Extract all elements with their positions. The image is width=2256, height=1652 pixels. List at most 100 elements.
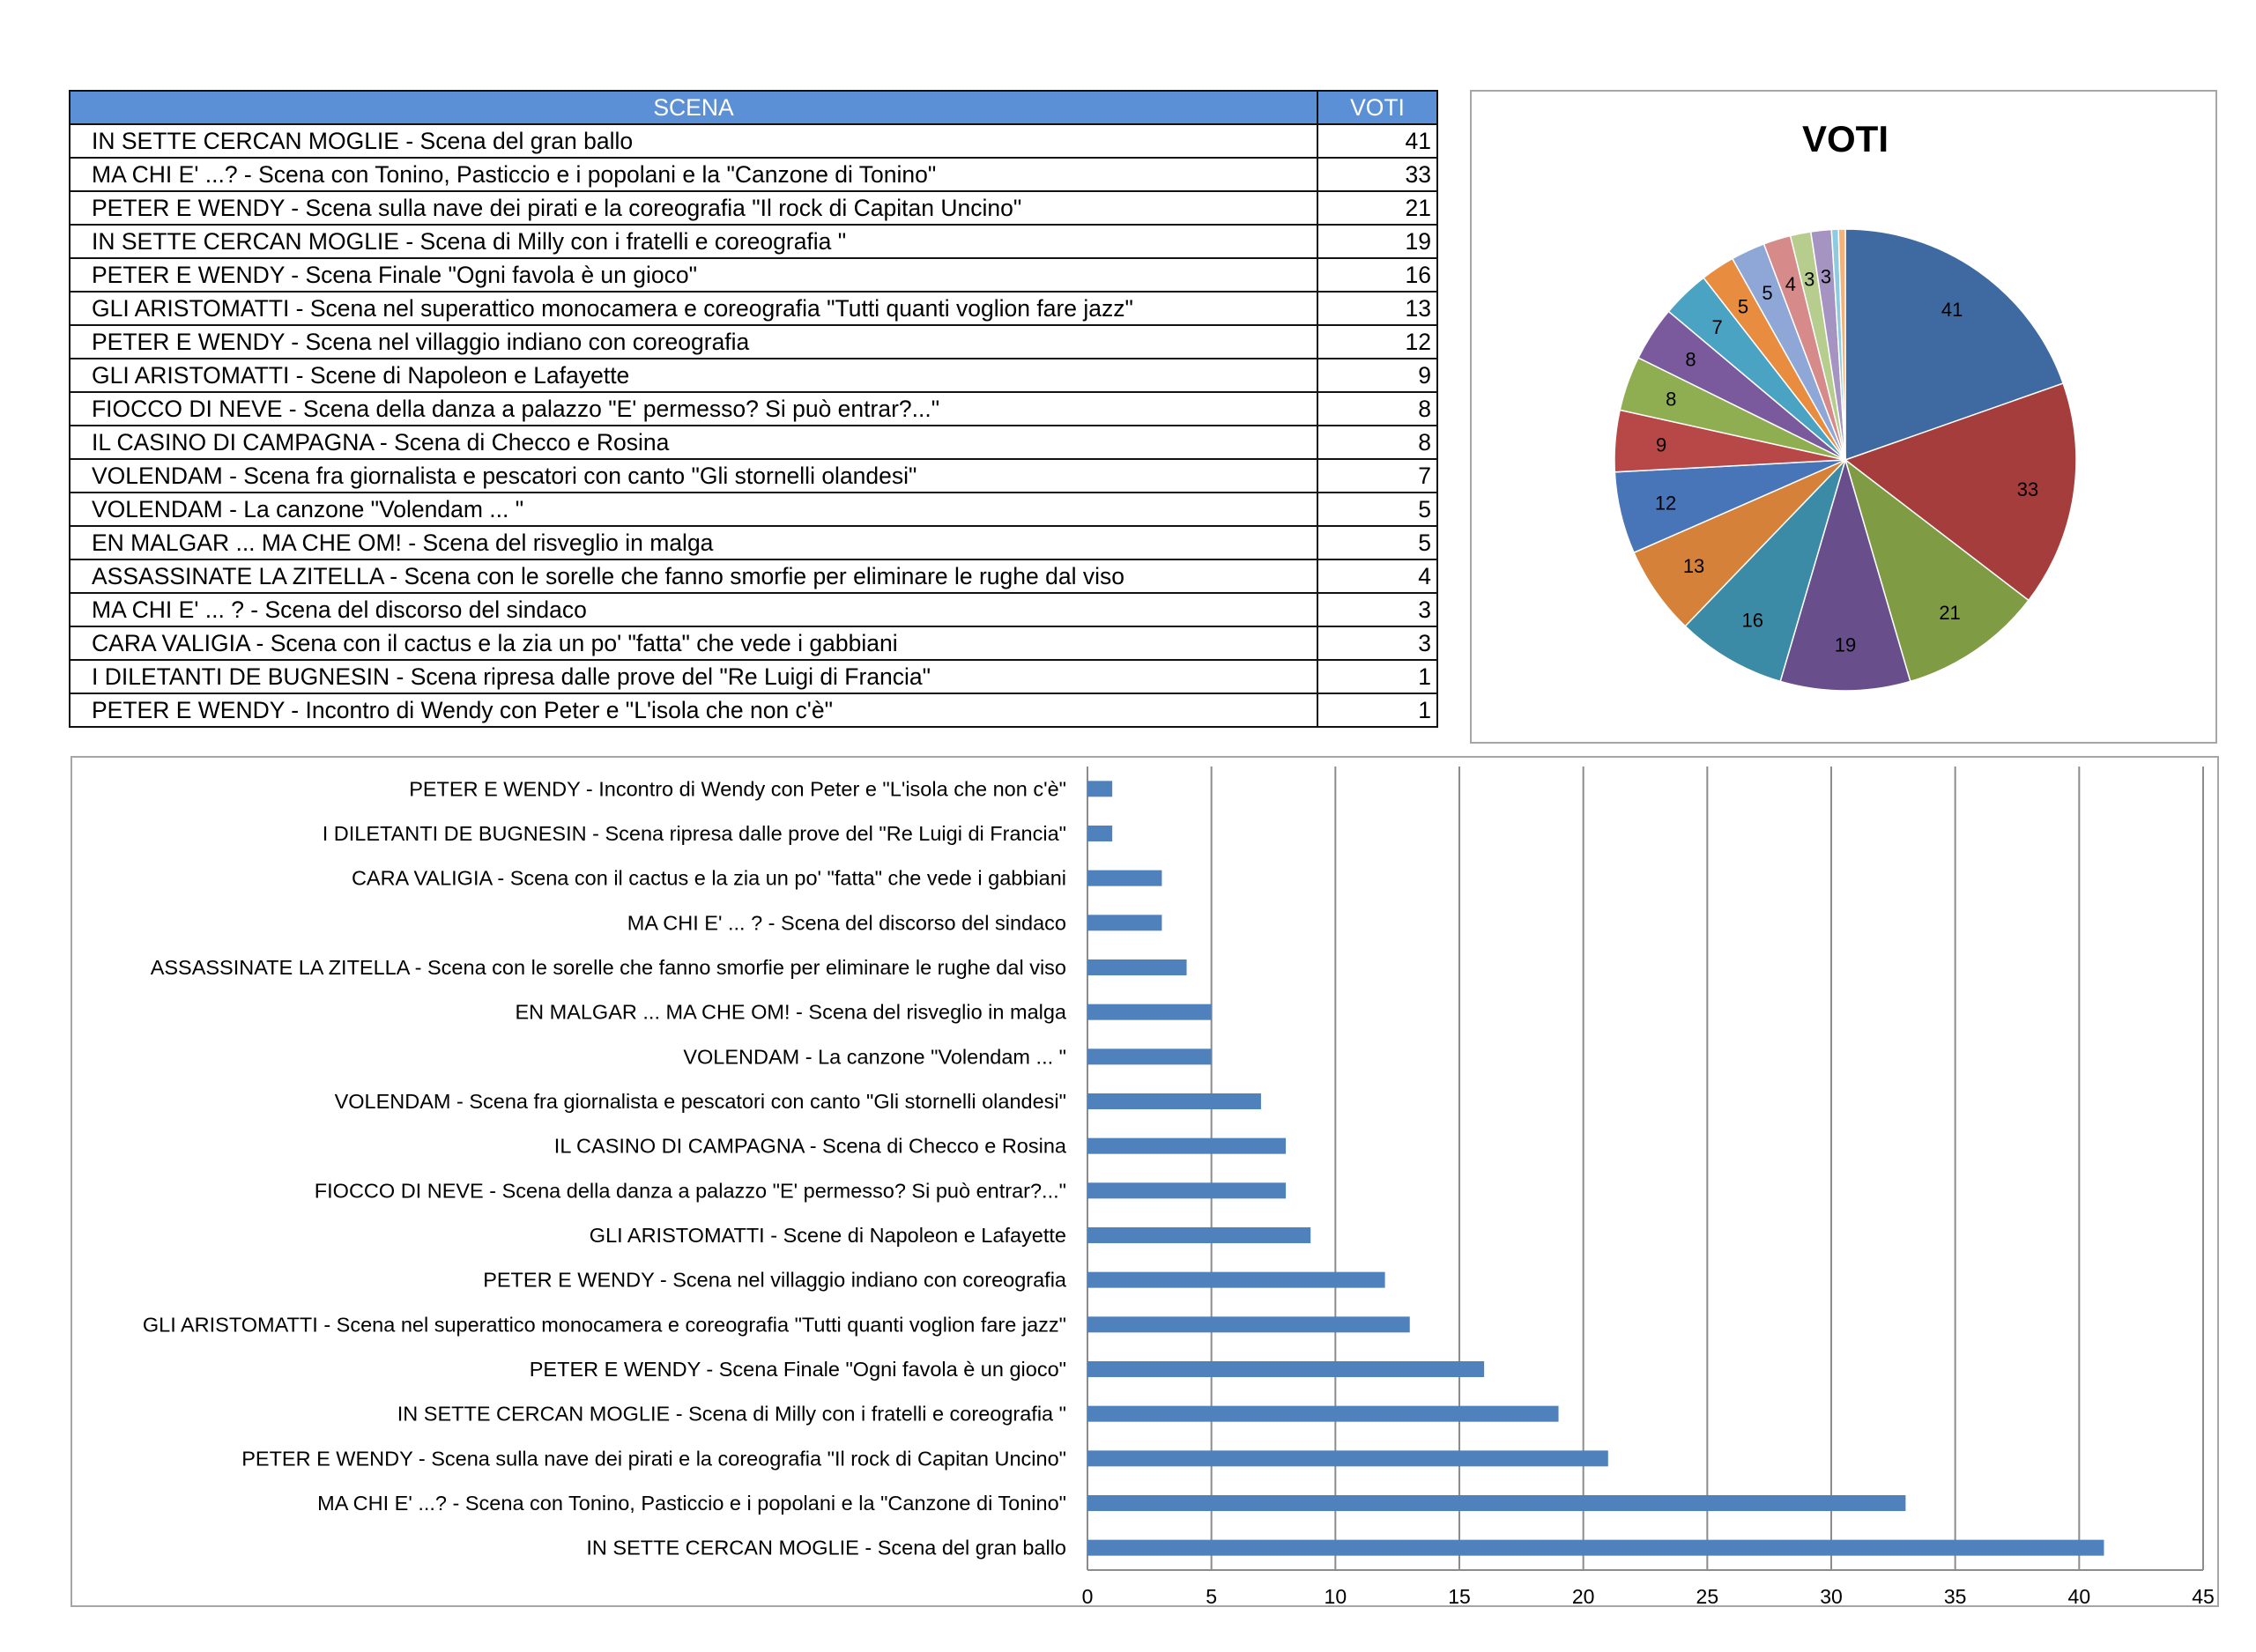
- scene-name-cell: PETER E WENDY - Scena sulla nave dei pir…: [69, 190, 1318, 226]
- votes-cell: 16: [1317, 257, 1438, 293]
- x-tick-label: 15: [1448, 1585, 1471, 1608]
- table-row: IN SETTE CERCAN MOGLIE - Scena del gran …: [69, 123, 1438, 159]
- scene-name-cell: ASSASSINATE LA ZITELLA - Scena con le so…: [69, 559, 1318, 594]
- scene-name-cell: GLI ARISTOMATTI - Scene di Napoleon e La…: [69, 358, 1318, 393]
- table-row: PETER E WENDY - Incontro di Wendy con Pe…: [69, 693, 1438, 728]
- pie-slices: [1614, 228, 2077, 692]
- header-scene: SCENA: [69, 90, 1318, 125]
- votes-cell: 13: [1317, 291, 1438, 326]
- x-tick-label: 35: [1944, 1585, 1967, 1608]
- votes-cell: 5: [1317, 525, 1438, 560]
- bar: [1087, 1450, 1608, 1467]
- pie-slice: [1844, 382, 2077, 602]
- table-row: VOLENDAM - La canzone "Volendam ... " 5: [69, 492, 1438, 527]
- bar: [1087, 1137, 1287, 1154]
- x-tick-label: 30: [1820, 1585, 1843, 1608]
- table-row: GLI ARISTOMATTI - Scene di Napoleon e La…: [69, 358, 1438, 393]
- pie-data-label: 16: [1742, 609, 1763, 631]
- scene-name-cell: FIOCCO DI NEVE - Scena della danza a pal…: [69, 391, 1318, 426]
- votes-cell: 33: [1317, 157, 1438, 192]
- bar-category-label: IL CASINO DI CAMPAGNA - Scena di Checco …: [554, 1135, 1067, 1158]
- x-axis-tick-labels: 0 5 10 15 20 25 30 35 40 45: [1082, 1585, 2215, 1608]
- bar-category-label: MA CHI E' ...? - Scena con Tonino, Pasti…: [317, 1492, 1066, 1515]
- scene-name-cell: VOLENDAM - Scena fra giornalista e pesca…: [69, 458, 1318, 493]
- scene-name-cell: PETER E WENDY - Incontro di Wendy con Pe…: [69, 693, 1318, 728]
- bar-category-label: VOLENDAM - Scena fra giornalista e pesca…: [335, 1090, 1066, 1113]
- bar: [1087, 915, 1162, 931]
- bar: [1087, 1495, 1906, 1511]
- bar-category-label: IN SETTE CERCAN MOGLIE - Scena di Milly …: [397, 1403, 1066, 1426]
- votes-cell: 5: [1317, 492, 1438, 527]
- table-row: FIOCCO DI NEVE - Scena della danza a pal…: [69, 391, 1438, 426]
- table-row: IN SETTE CERCAN MOGLIE - Scena di Milly …: [69, 224, 1438, 259]
- pie-data-label: 5: [1738, 295, 1748, 317]
- bar-category-labels: PETER E WENDY - Incontro di Wendy con Pe…: [143, 777, 1067, 1559]
- table-row: GLI ARISTOMATTI - Scena nel superattico …: [69, 291, 1438, 326]
- bar: [1087, 870, 1162, 886]
- table-row: PETER E WENDY - Scena sulla nave dei pir…: [69, 190, 1438, 226]
- pie-chart-title: VOTI: [1802, 118, 1889, 159]
- scene-name-cell: I DILETANTI DE BUGNESIN - Scena ripresa …: [69, 659, 1318, 694]
- table-row: VOLENDAM - Scena fra giornalista e pesca…: [69, 458, 1438, 493]
- x-tick-label: 0: [1082, 1585, 1094, 1608]
- pie-data-label: 33: [2017, 478, 2038, 500]
- votes-cell: 9: [1317, 358, 1438, 393]
- votes-cell: 8: [1317, 425, 1438, 460]
- scene-name-cell: MA CHI E' ...? - Scena con Tonino, Pasti…: [69, 157, 1318, 192]
- bar-category-label: GLI ARISTOMATTI - Scena nel superattico …: [143, 1313, 1066, 1336]
- scene-name-cell: VOLENDAM - La canzone "Volendam ... ": [69, 492, 1318, 527]
- bar-category-label: IN SETTE CERCAN MOGLIE - Scena del gran …: [586, 1537, 1066, 1559]
- bar-category-label: PETER E WENDY - Scena sulla nave dei pir…: [241, 1447, 1066, 1470]
- pie-data-label: 9: [1656, 434, 1666, 456]
- table-row: ASSASSINATE LA ZITELLA - Scena con le so…: [69, 559, 1438, 594]
- pie-data-label: 13: [1683, 555, 1704, 577]
- pie-data-label: 3: [1804, 268, 1814, 290]
- scene-name-cell: IN SETTE CERCAN MOGLIE - Scena del gran …: [69, 123, 1318, 159]
- pie-data-label: 8: [1666, 388, 1676, 410]
- bar-gridlines: [1087, 767, 2204, 1571]
- x-tick-label: 40: [2068, 1585, 2091, 1608]
- table-body: IN SETTE CERCAN MOGLIE - Scena del gran …: [69, 123, 1438, 728]
- pie-chart-panel: VOTI 41 33 21 19 16 13 12 9 8 8 7 5 5 4 3 3: [1470, 90, 2217, 744]
- bar: [1087, 1048, 1212, 1065]
- table-row: I DILETANTI DE BUGNESIN - Scena ripresa …: [69, 659, 1438, 694]
- bar-marks: [1087, 781, 2104, 1556]
- table-row: EN MALGAR ... MA CHE OM! - Scena del ris…: [69, 525, 1438, 560]
- pie-slice: [1684, 459, 1846, 683]
- bar: [1087, 1182, 1287, 1199]
- bar-category-label: CARA VALIGIA - Scena con il cactus e la …: [352, 867, 1066, 890]
- bar-category-label: FIOCCO DI NEVE - Scena della danza a pal…: [315, 1179, 1066, 1202]
- bar: [1087, 1271, 1385, 1288]
- bar-chart-panel: PETER E WENDY - Incontro di Wendy con Pe…: [70, 756, 2219, 1608]
- votes-cell: 12: [1317, 324, 1438, 359]
- pie-data-label: 8: [1685, 348, 1696, 370]
- scene-name-cell: EN MALGAR ... MA CHE OM! - Scena del ris…: [69, 525, 1318, 560]
- scene-name-cell: MA CHI E' ... ? - Scena del discorso del…: [69, 592, 1318, 627]
- bar-category-label: PETER E WENDY - Scena nel villaggio indi…: [483, 1269, 1067, 1292]
- votes-cell: 1: [1317, 659, 1438, 694]
- header-votes: VOTI: [1317, 90, 1438, 125]
- pie-data-label: 12: [1655, 492, 1676, 514]
- scene-name-cell: PETER E WENDY - Scena nel villaggio indi…: [69, 324, 1318, 359]
- table-row: MA CHI E' ...? - Scena con Tonino, Pasti…: [69, 157, 1438, 192]
- x-tick-label: 20: [1572, 1585, 1595, 1608]
- x-tick-label: 10: [1325, 1585, 1347, 1608]
- bar-category-label: PETER E WENDY - Scena Finale "Ogni favol…: [530, 1358, 1066, 1381]
- pie-data-label: 21: [1939, 602, 1960, 624]
- pie-data-label: 4: [1785, 273, 1796, 295]
- bar: [1087, 1539, 2104, 1556]
- bar: [1087, 1405, 1559, 1422]
- bar-category-label: I DILETANTI DE BUGNESIN - Scena ripresa …: [323, 822, 1066, 845]
- pie-slice: [1844, 458, 2030, 683]
- pie-data-label: 5: [1762, 282, 1772, 304]
- votes-cell: 21: [1317, 190, 1438, 226]
- scene-name-cell: IL CASINO DI CAMPAGNA - Scena di Checco …: [69, 425, 1318, 460]
- bar: [1087, 1004, 1212, 1020]
- bar: [1087, 959, 1187, 975]
- votes-cell: 7: [1317, 458, 1438, 493]
- votes-cell: 1: [1317, 693, 1438, 728]
- votes-cell: 4: [1317, 559, 1438, 594]
- bar-category-label: PETER E WENDY - Incontro di Wendy con Pe…: [409, 777, 1066, 800]
